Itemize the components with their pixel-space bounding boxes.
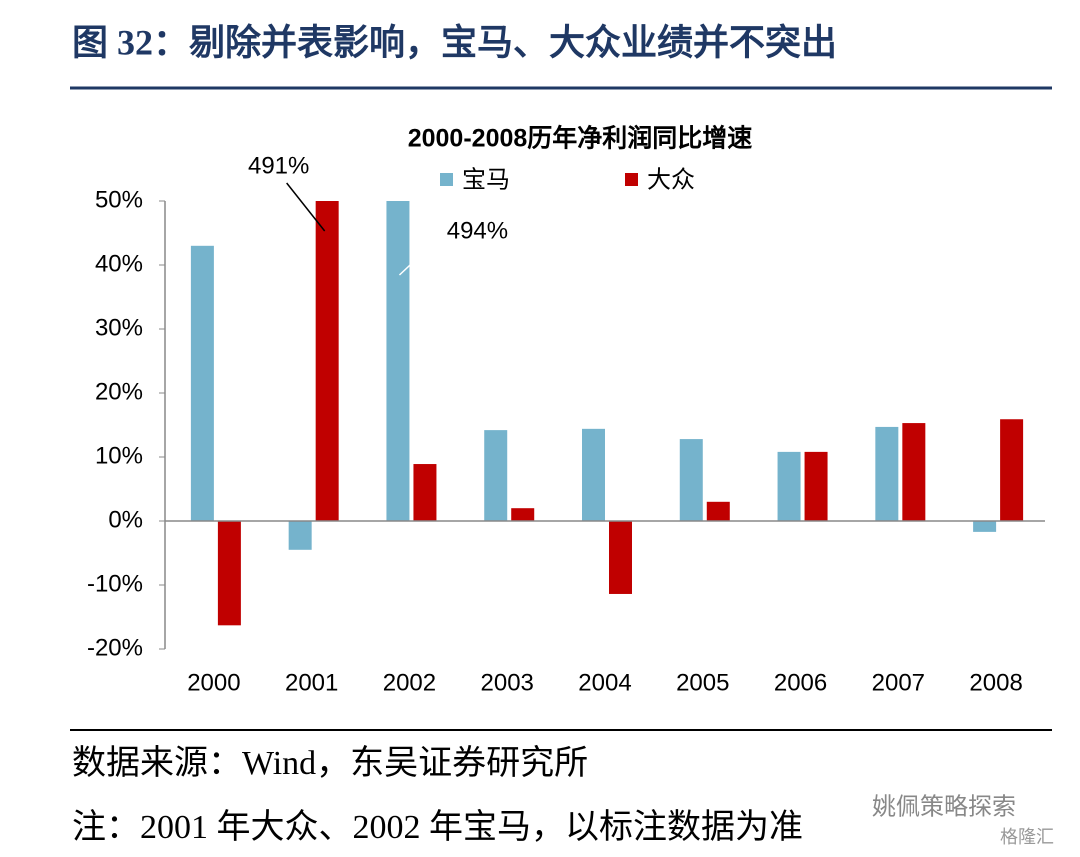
x-tick-label: 2007 [872,669,925,696]
y-tick-label: 30% [95,314,143,341]
data-label: 494% [447,217,508,244]
figure-title: 图 32：剔除并表影响，宝马、大众业绩并不突出 [72,22,837,62]
bar [413,464,437,521]
y-tick-label: 50% [95,186,143,213]
leader-line [398,244,432,276]
y-tick-label: 20% [95,378,143,405]
note: 注：2001 年大众、2002 年宝马，以标注数据为准 [72,808,803,846]
bars [190,201,1024,626]
source: 数据来源：Wind，东吴证券研究所 [72,744,588,782]
legend-label: 宝马 [462,166,510,193]
x-tick-label: 2005 [676,669,729,696]
x-tick-label: 2000 [187,669,240,696]
x-tick-label: 2001 [285,669,338,696]
y-tick-label: 10% [95,442,143,469]
bar [679,439,703,521]
legend-swatch [440,173,453,186]
y-tick-label: -10% [87,570,143,597]
bar [706,501,730,521]
legend-label: 大众 [647,166,695,193]
x-tick-label: 2003 [481,669,534,696]
bar [804,451,828,521]
bar [315,201,339,521]
bar [1000,419,1024,521]
x-tick-label: 2008 [969,669,1022,696]
bar [288,521,312,550]
bar [777,451,801,521]
bar [609,521,632,594]
y-tick-label: 0% [108,506,143,533]
legend-swatch [625,173,638,186]
bar [386,201,410,521]
bar [511,508,535,521]
data-label: 491% [248,152,309,179]
watermark: 姚佩策略探索 [872,793,1016,820]
x-tick-label: 2004 [578,669,631,696]
bar [582,428,605,521]
bar [190,245,214,522]
x-tick-label: 2002 [383,669,436,696]
leader-line [286,182,326,232]
watermark: 格隆汇 [1000,827,1054,847]
chart-title: 2000-2008历年净利润同比增速 [408,124,753,153]
bar [902,423,926,521]
bar [875,426,899,521]
x-tick-label: 2006 [774,669,827,696]
y-tick-label: 40% [95,250,143,277]
y-tick-label: -20% [87,634,143,661]
bar [484,430,508,521]
bar [217,521,241,626]
bar [973,521,997,532]
